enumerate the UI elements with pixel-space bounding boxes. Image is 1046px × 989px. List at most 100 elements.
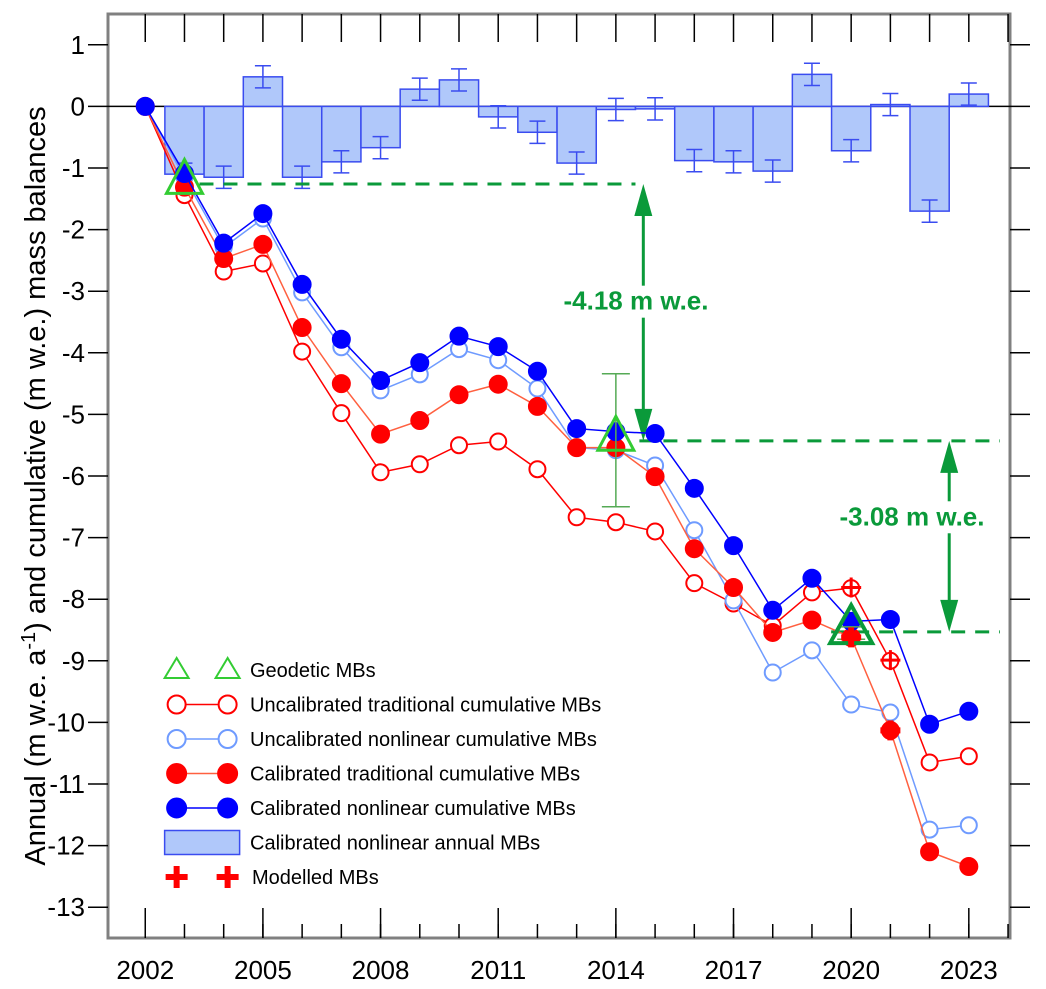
annual-error-bar bbox=[411, 77, 428, 101]
legend-entry: Uncalibrated traditional cumulative MBs bbox=[166, 694, 601, 717]
annual-error-bar bbox=[686, 148, 703, 173]
annual-error-bar bbox=[647, 97, 664, 121]
series-line bbox=[144, 106, 969, 764]
annual-error-bar bbox=[960, 82, 977, 106]
annual-error-bar bbox=[254, 64, 271, 89]
series-point bbox=[842, 695, 861, 714]
legend-label: Calibrated traditional cumulative MBs bbox=[250, 764, 580, 786]
legend-entry: Calibrated nonlinear cumulative MBs bbox=[166, 797, 576, 820]
series-point bbox=[802, 641, 821, 660]
legend-entry: Calibrated nonlinear annual MBs bbox=[163, 829, 540, 856]
series-point bbox=[646, 522, 665, 541]
legend-marker-icon bbox=[217, 763, 239, 784]
series-point bbox=[959, 701, 979, 721]
series-point bbox=[567, 438, 587, 458]
series-point bbox=[528, 379, 547, 398]
y-tick-label: -11 bbox=[49, 769, 85, 799]
series-point bbox=[332, 404, 351, 423]
x-tick-label: 2011 bbox=[470, 955, 526, 985]
x-tick-label: 2017 bbox=[705, 955, 763, 985]
y-tick-label: -6 bbox=[62, 461, 85, 491]
annotation-label: -4.18 m w.e. bbox=[564, 286, 709, 316]
series-point bbox=[724, 536, 744, 556]
series-point bbox=[685, 521, 704, 540]
annual-error-bar bbox=[607, 97, 624, 122]
annual-bar bbox=[909, 105, 950, 212]
series-point bbox=[253, 234, 273, 254]
y-tick-label: -10 bbox=[47, 707, 85, 737]
series-point bbox=[527, 361, 547, 381]
arrow-head-down-icon bbox=[634, 408, 653, 441]
series-point bbox=[684, 539, 704, 559]
annual-error-bar bbox=[803, 62, 820, 87]
series-point bbox=[645, 423, 665, 443]
y-tick-label: -9 bbox=[62, 646, 85, 676]
legend-label: Modelled MBs bbox=[252, 867, 379, 889]
series-point bbox=[488, 374, 508, 394]
x-tick-label: 2005 bbox=[234, 955, 292, 985]
modelled-cross-icon bbox=[880, 720, 901, 741]
series-point bbox=[410, 455, 429, 474]
series-point bbox=[802, 568, 822, 588]
series-point bbox=[331, 329, 351, 349]
annual-error-bar bbox=[764, 159, 781, 183]
modelled-cross-icon bbox=[880, 650, 901, 671]
annotation-label-bg bbox=[831, 501, 993, 534]
legend-marker-icon bbox=[217, 694, 238, 715]
annual-error-bar bbox=[450, 68, 467, 92]
series-point bbox=[488, 337, 508, 357]
legend-label: Calibrated nonlinear annual MBs bbox=[250, 833, 540, 855]
legend-entry: Calibrated traditional cumulative MBs bbox=[166, 763, 580, 786]
series-point bbox=[920, 714, 940, 734]
series-point bbox=[449, 436, 468, 455]
series-point bbox=[449, 326, 469, 346]
series-line bbox=[144, 106, 969, 831]
series-point bbox=[293, 342, 312, 361]
x-tick-label: 2008 bbox=[352, 955, 410, 985]
series-point bbox=[253, 254, 272, 273]
y-tick-label: -12 bbox=[47, 831, 85, 861]
legend-triangle-icon bbox=[213, 656, 242, 679]
y-tick-label: -13 bbox=[47, 892, 85, 922]
series-point bbox=[292, 274, 312, 294]
y-tick-label: -2 bbox=[62, 215, 85, 245]
series-point bbox=[214, 233, 234, 253]
legend-cross-icon bbox=[216, 866, 239, 888]
series-point bbox=[959, 816, 978, 835]
series-point bbox=[253, 204, 273, 224]
legend-marker-icon bbox=[166, 797, 188, 819]
annual-error-bar bbox=[333, 150, 350, 174]
legend-marker-icon bbox=[166, 729, 187, 749]
series-point bbox=[292, 318, 312, 338]
series-point bbox=[763, 600, 783, 620]
series-point bbox=[959, 857, 979, 877]
series-point bbox=[410, 411, 430, 431]
series-point bbox=[606, 513, 625, 532]
legend-marker-icon bbox=[217, 797, 239, 819]
x-tick-label: 2014 bbox=[587, 955, 645, 985]
legend-bar-icon bbox=[163, 829, 241, 856]
y-tick-label: -7 bbox=[62, 523, 85, 553]
series-point bbox=[489, 432, 508, 451]
annual-error-bar bbox=[843, 138, 860, 163]
x-tick-label: 2020 bbox=[822, 955, 880, 985]
geodetic-error-bar bbox=[601, 372, 630, 508]
annual-bar bbox=[752, 105, 794, 172]
series-point bbox=[920, 820, 939, 839]
y-tick-label: -3 bbox=[62, 276, 85, 306]
legend-entry: Geodetic MBs bbox=[162, 656, 376, 682]
legend-label: Uncalibrated nonlinear cumulative MBs bbox=[250, 729, 597, 751]
series-line bbox=[144, 106, 970, 868]
series-point bbox=[449, 385, 469, 405]
legend-marker-icon bbox=[217, 729, 238, 749]
series-point bbox=[371, 463, 390, 482]
legend-entry: Modelled MBs bbox=[165, 866, 379, 889]
modelled-cross-icon bbox=[841, 627, 862, 648]
legend-label: Uncalibrated traditional cumulative MBs bbox=[250, 695, 601, 717]
y-tick-label: 0 bbox=[71, 91, 85, 121]
legend-label: Geodetic MBs bbox=[250, 660, 376, 682]
legend-marker-icon bbox=[166, 763, 188, 784]
series-point bbox=[371, 371, 391, 391]
y-tick-label: 1 bbox=[71, 30, 85, 60]
series-point bbox=[684, 478, 704, 498]
